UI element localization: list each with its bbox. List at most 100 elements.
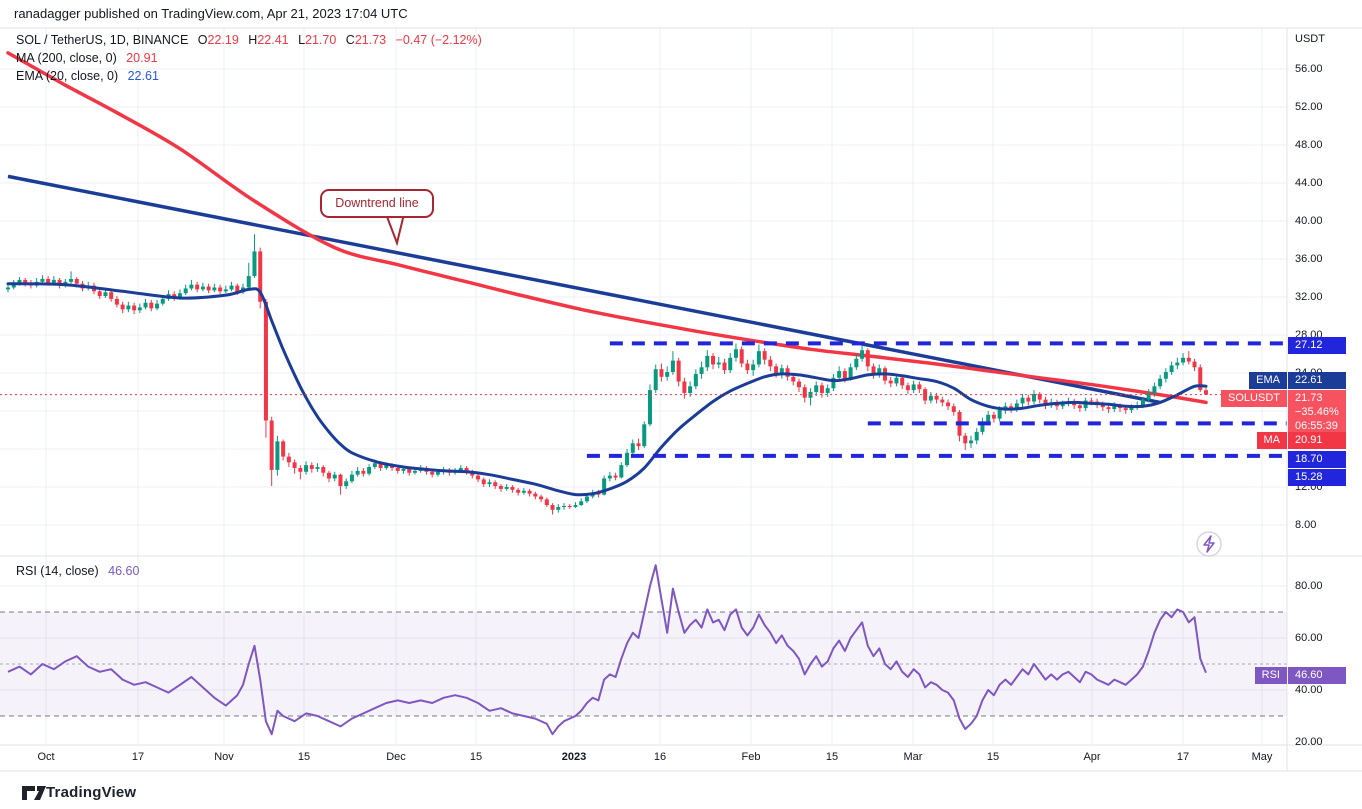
candle-body [120,304,125,310]
candle-body [888,380,893,384]
candle-body [23,279,28,283]
candle-body [625,452,630,466]
candle-body [905,385,910,391]
candle-body [877,368,882,374]
candle-body [1186,357,1191,362]
candle-body [281,441,286,457]
candle-body [779,368,784,374]
rsi-axis-tag: RSI [1254,667,1287,684]
candle-body [745,363,750,371]
candle-body [51,279,56,283]
candle-body [401,468,406,471]
candle-body [934,395,939,400]
chart-legend: SOL / TetherUS, 1D, BINANCE O22.19 H22.4… [16,31,482,85]
time-label: May [1251,751,1273,763]
rsi-value: 46.60 [108,564,140,578]
candle-body [275,441,280,470]
candle-body [510,487,515,490]
candle-body [177,293,182,298]
candle-body [367,467,372,474]
ema-legend-row[interactable]: EMA (20, close, 0) 22.61 [16,67,482,85]
ma-legend-row[interactable]: MA (200, close, 0) 20.91 [16,49,482,67]
lightning-icon [1196,531,1222,557]
candle-body [716,362,721,365]
time-label: 15 [297,751,311,763]
candle-body [189,284,194,289]
time-label: 17 [131,751,145,763]
candle-body [464,468,469,472]
candle-body [1123,408,1128,411]
tradingview-brand-link[interactable]: TradingView [46,784,137,801]
candle-body [487,482,492,485]
tradingview-logo-icon [22,786,35,800]
candle-body [1014,403,1019,410]
candle-body [132,305,137,311]
ma-axis-value: 20.91 [1288,432,1346,449]
candle-body [567,506,572,507]
candle-body [951,406,956,412]
rsi-legend-row[interactable]: RSI (14, close) 46.60 [16,562,139,580]
candle-body [1152,386,1157,393]
time-label: 2023 [561,751,587,763]
candle-body [980,421,985,432]
candle-body [636,443,641,447]
time-label: Feb [741,751,761,763]
candle-body [647,390,652,425]
candle-body [579,501,584,506]
candle-body [928,395,933,401]
candle-body [1060,403,1065,407]
candle-body [218,287,223,292]
time-label: 16 [653,751,667,763]
candle-body [498,486,503,489]
rsi-line [7,564,1207,736]
candle-body [378,463,383,468]
candle-body [1169,365,1174,373]
candle-body [17,279,22,284]
time-label: 15 [986,751,1000,763]
symbol-legend-row[interactable]: SOL / TetherUS, 1D, BINANCE O22.19 H22.4… [16,31,482,49]
candle-body [819,385,824,393]
candle-body [321,467,326,473]
candle-body [602,478,607,495]
candle-body [848,367,853,379]
candle-body [842,371,847,379]
candle-body [57,279,62,286]
candle-body [1032,393,1037,402]
candle-body [109,292,114,299]
candle-body [917,384,922,390]
rsi-tick: 40.00 [1295,684,1323,696]
candle-body [733,349,738,358]
candle-body [160,298,165,304]
candle-body [1100,404,1105,408]
candle-body [653,369,658,391]
rsi-axis-value: 46.60 [1288,667,1346,684]
candle-body [223,289,228,292]
candle-body [911,384,916,391]
candle-body [693,373,698,387]
candle-body [584,496,589,502]
candle-body [269,420,274,470]
candle-body [865,350,870,367]
price-tick: 48.00 [1295,139,1323,151]
candle-body [504,487,509,489]
ma-axis-tag: MA [1256,432,1287,449]
candle-body [837,371,842,378]
ema-axis-value: 22.61 [1288,372,1346,389]
candle-body [791,376,796,382]
rsi-tick: 60.00 [1295,632,1323,644]
candle-body [539,496,544,500]
candle-body [183,288,188,294]
ohlc-high: H22.41 [248,33,289,47]
price-tick: 44.00 [1295,177,1323,189]
change-percent: −35.46% [1295,406,1339,418]
ema20-line [6,282,1208,497]
candle-body [137,307,142,311]
candle-body [69,278,74,282]
price-tick: 52.00 [1295,101,1323,113]
candle-body [155,303,160,309]
downtrend-line-callout[interactable]: Downtrend line [335,196,419,210]
candle-body [1089,400,1094,402]
publish-attribution: ranadagger published on TradingView.com,… [14,6,408,21]
candle-body [676,360,681,382]
